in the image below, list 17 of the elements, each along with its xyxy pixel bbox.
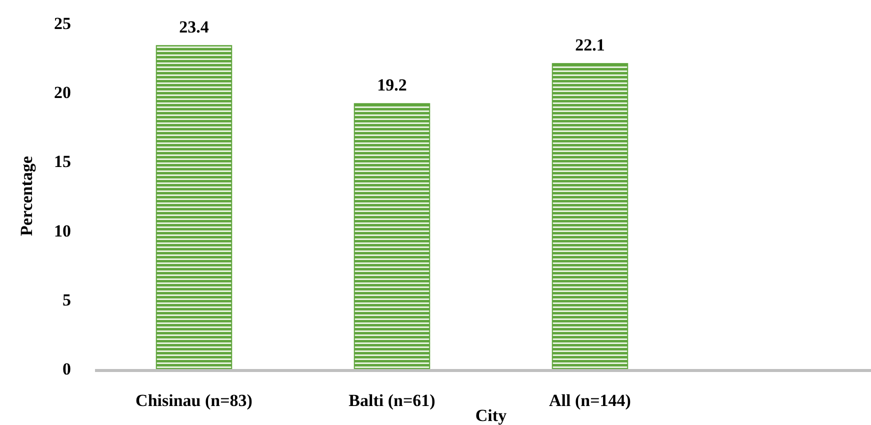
y-tick-label: 20 — [54, 83, 71, 102]
y-tick-label: 0 — [62, 359, 71, 378]
x-axis-title: City — [475, 406, 508, 425]
x-tick-label: All (n=144) — [549, 391, 631, 410]
x-tick-label: Balti (n=61) — [348, 391, 436, 410]
bar — [552, 63, 628, 370]
data-label: 22.1 — [575, 36, 605, 55]
x-tick-label: Chisinau (n=83) — [136, 391, 252, 410]
data-label: 19.2 — [377, 76, 407, 95]
bar — [354, 103, 430, 370]
y-tick-label: 15 — [54, 152, 71, 172]
y-tick-label: 25 — [54, 14, 71, 33]
y-axis-title: Percentage — [17, 156, 36, 236]
y-tick-label: 10 — [54, 221, 71, 240]
y-tick-label: 5 — [62, 290, 71, 310]
bar — [156, 45, 232, 370]
data-label: 23.4 — [179, 18, 210, 37]
